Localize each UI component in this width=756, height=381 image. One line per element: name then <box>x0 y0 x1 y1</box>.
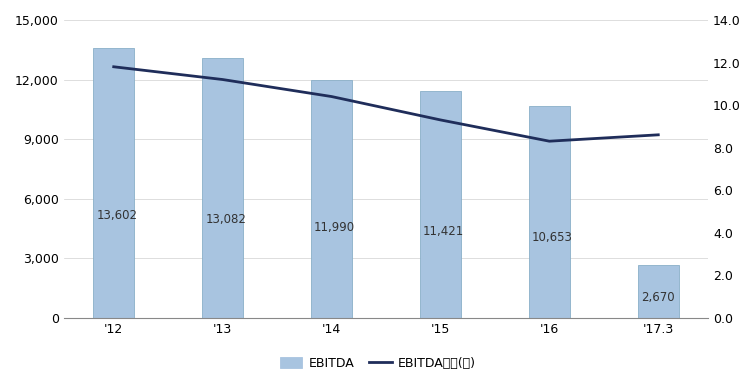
Bar <box>202 58 243 318</box>
Text: 11,990: 11,990 <box>314 221 355 234</box>
Legend: EBITDA, EBITDA마진(우): EBITDA, EBITDA마진(우) <box>275 352 481 375</box>
Text: 13,082: 13,082 <box>205 213 246 226</box>
Bar <box>311 80 352 318</box>
Text: 13,602: 13,602 <box>96 208 138 222</box>
Text: 10,653: 10,653 <box>532 231 573 244</box>
Bar <box>637 265 679 318</box>
Text: 11,421: 11,421 <box>423 225 464 238</box>
Bar <box>420 91 461 318</box>
Bar <box>93 48 135 318</box>
Text: 2,670: 2,670 <box>641 291 674 304</box>
Bar <box>528 106 570 318</box>
